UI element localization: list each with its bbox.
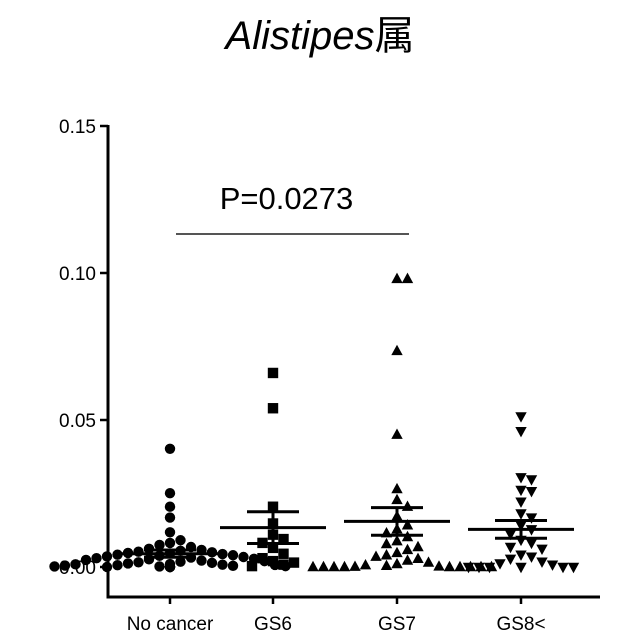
data-point-square (247, 561, 257, 571)
data-point-triangle-up (402, 554, 413, 564)
data-point-circle (154, 561, 164, 571)
x-tick-label: No cancer (127, 614, 214, 635)
data-point-square (268, 368, 278, 378)
data-point-circle (228, 561, 238, 571)
data-point-square (278, 549, 288, 559)
data-point-triangle-down (557, 563, 568, 573)
data-point-triangle-up (391, 547, 402, 557)
data-point-triangle-up (391, 483, 402, 493)
data-point-triangle-down (515, 412, 526, 422)
data-point-triangle-up (328, 561, 339, 571)
data-point-triangle-down (515, 427, 526, 437)
y-tick-label: 0.10 (59, 264, 96, 285)
data-point-circle (165, 527, 175, 537)
data-point-triangle-up (391, 273, 402, 283)
data-point-circle (112, 560, 122, 570)
data-point-triangle-up (412, 541, 423, 551)
data-point-triangle-up (454, 561, 465, 571)
data-point-triangle-up (402, 501, 413, 511)
y-tick-label: 0.05 (59, 411, 96, 432)
data-point-triangle-down (505, 543, 516, 553)
data-point-circle (91, 553, 101, 563)
data-point-triangle-up (391, 429, 402, 439)
data-point-triangle-down (515, 498, 526, 508)
data-point-circle (165, 538, 175, 548)
data-point-circle (133, 557, 143, 567)
data-point-triangle-up (339, 561, 350, 571)
data-point-triangle-down (505, 555, 516, 565)
data-point-triangle-up (381, 549, 392, 559)
data-point-triangle-down (526, 553, 537, 563)
data-point-circle (144, 554, 154, 564)
data-point-square (278, 559, 288, 569)
data-point-triangle-down (526, 475, 537, 485)
y-tick-label: 0.15 (59, 117, 96, 138)
data-point-square (257, 553, 267, 563)
data-point-triangle-down (515, 473, 526, 483)
data-point-triangle-up (433, 560, 444, 570)
x-tick-label: GS6 (254, 614, 292, 635)
data-point-circle (175, 535, 185, 545)
data-point-circle (70, 559, 80, 569)
data-point-circle (123, 558, 133, 568)
data-point-triangle-down (494, 559, 505, 569)
data-point-circle (165, 488, 175, 498)
data-point-triangle-up (381, 560, 392, 570)
data-point-triangle-down (526, 487, 537, 497)
data-point-circle (196, 555, 206, 565)
data-point-triangle-down (526, 539, 537, 549)
data-point-circle (49, 561, 59, 571)
data-point-triangle-down (568, 563, 579, 573)
data-point-circle (81, 555, 91, 565)
data-point-triangle-down (547, 560, 558, 570)
data-point-square (268, 556, 278, 566)
x-tick-label: GS7 (378, 614, 416, 635)
data-point-triangle-up (402, 544, 413, 554)
data-point-circle (165, 502, 175, 512)
data-point-circle (60, 560, 70, 570)
data-point-triangle-up (391, 558, 402, 568)
data-point-triangle-up (370, 551, 381, 561)
significance-annotation: P=0.0273 (176, 181, 409, 234)
data-point-triangle-up (444, 561, 455, 571)
mean-sem-bars (117, 508, 574, 558)
data-point-triangle-down (536, 545, 547, 555)
data-point-triangle-down (515, 509, 526, 519)
data-point-triangle-up (381, 538, 392, 548)
data-point-circle (102, 562, 112, 572)
data-point-triangle-up (402, 273, 413, 283)
data-point-triangle-up (412, 553, 423, 563)
data-point-triangle-up (391, 345, 402, 355)
data-point-triangle-down (536, 558, 547, 568)
data-point-triangle-down (515, 550, 526, 560)
data-point-square (289, 557, 299, 567)
data-point-circle (207, 558, 217, 568)
data-point-triangle-down (515, 563, 526, 573)
data-point-triangle-down (515, 486, 526, 496)
data-point-circle (165, 562, 175, 572)
data-point-circle (238, 552, 248, 562)
data-point-circle (102, 551, 112, 561)
data-point-circle (165, 444, 175, 454)
data-point-triangle-up (391, 494, 402, 504)
data-point-circle (133, 547, 143, 557)
x-tick-label: GS8< (496, 614, 545, 635)
data-point-circle (217, 559, 227, 569)
data-point-triangle-up (349, 561, 360, 571)
data-point-triangle-down (526, 513, 537, 523)
p-value-label: P=0.0273 (220, 181, 354, 216)
data-point-square (268, 403, 278, 413)
data-point-triangle-up (360, 559, 371, 569)
data-point-circle (228, 550, 238, 560)
data-point-triangle-up (318, 561, 329, 571)
data-point-triangle-up (307, 561, 318, 571)
data-point-circle (165, 512, 175, 522)
data-point-triangle-up (423, 556, 434, 566)
